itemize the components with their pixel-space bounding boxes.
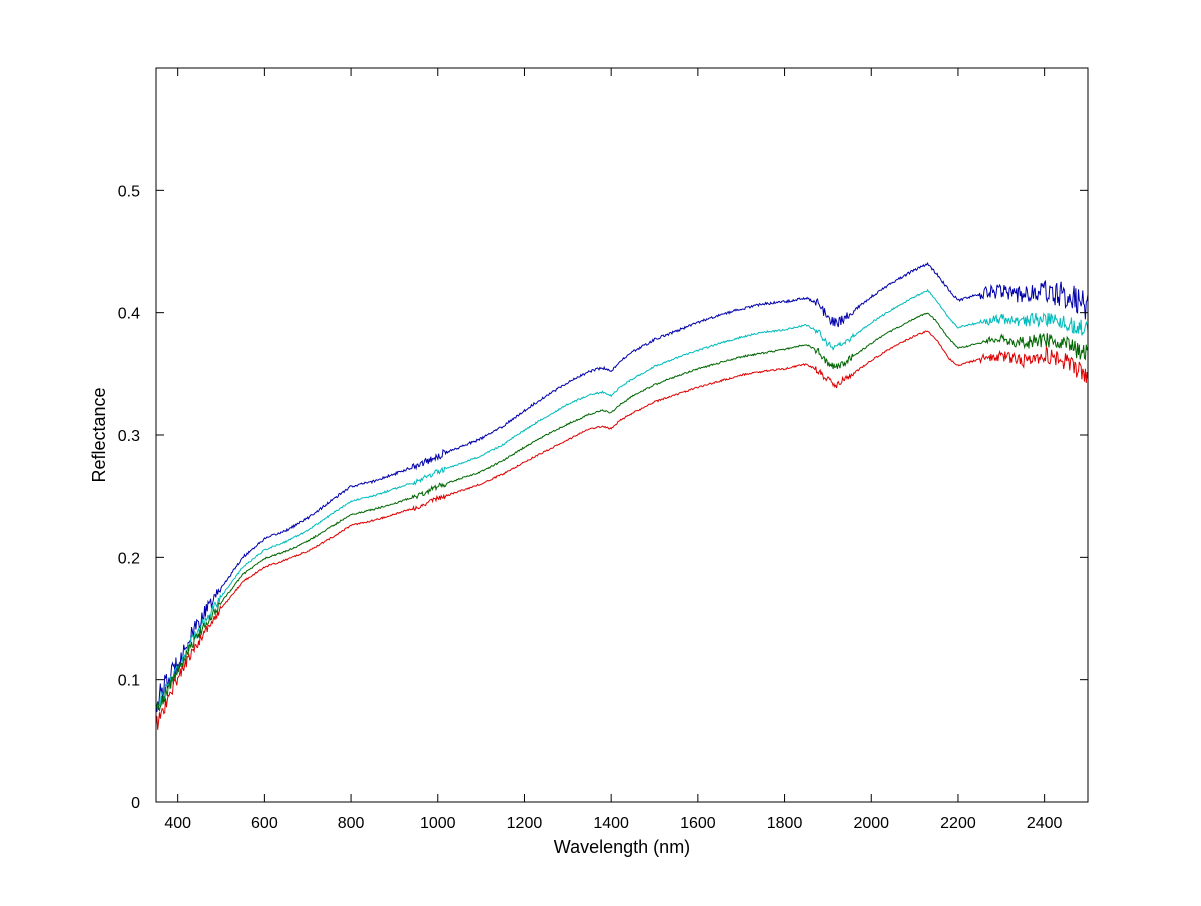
x-tick-label: 1600 xyxy=(680,815,716,832)
series-layer xyxy=(155,262,1089,730)
x-tick-label: 400 xyxy=(164,815,191,832)
series-line xyxy=(155,262,1089,712)
x-tick-label: 1800 xyxy=(767,815,803,832)
x-tick-label: 800 xyxy=(338,815,365,832)
x-tick-label: 2400 xyxy=(1027,815,1063,832)
axes-box xyxy=(155,67,1089,803)
x-tick-label: 1400 xyxy=(593,815,629,832)
y-axis-label: Reflectance xyxy=(89,387,109,482)
y-tick-label: 0.4 xyxy=(118,306,140,323)
y-tick-label: 0.1 xyxy=(118,673,140,690)
x-tick-label: 1000 xyxy=(420,815,456,832)
x-axis-label: Wavelength (nm) xyxy=(554,837,690,857)
x-tick-label: 2000 xyxy=(853,815,889,832)
x-tick-label: 600 xyxy=(251,815,278,832)
x-tick-label: 1200 xyxy=(507,815,543,832)
y-tick-label: 0.5 xyxy=(118,183,140,200)
plot-area xyxy=(156,68,1088,802)
series-line xyxy=(155,330,1089,730)
series-line xyxy=(155,312,1089,712)
y-tick-label: 0.2 xyxy=(118,550,140,567)
series-line xyxy=(155,288,1089,709)
y-tick-label: 0 xyxy=(131,795,140,812)
y-tick-label: 0.3 xyxy=(118,428,140,445)
x-tick-label: 2200 xyxy=(940,815,976,832)
ticks-layer: 400 600 800 1000 1200 1400 1600 1800 2000 2200 240… xyxy=(118,68,1088,832)
